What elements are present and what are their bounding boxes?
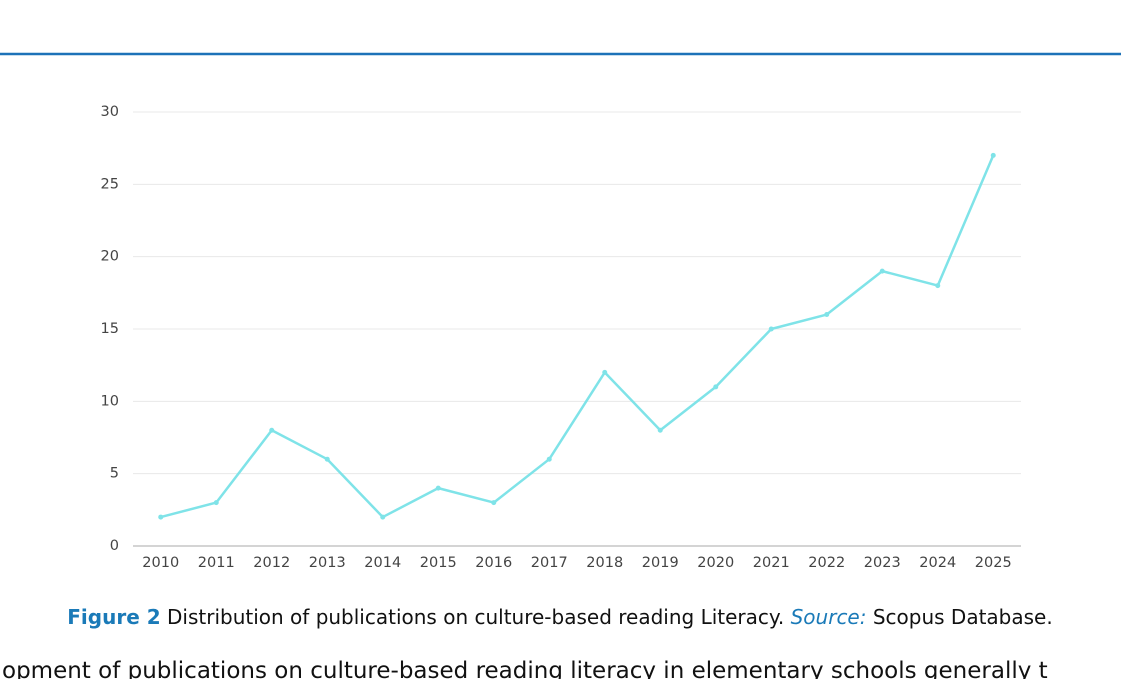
- x-tick-label: 2012: [253, 555, 290, 571]
- caption-label: Figure 2: [67, 605, 160, 629]
- x-tick-label: 2022: [808, 555, 845, 571]
- data-point: [602, 369, 608, 375]
- x-tick-label: 2010: [142, 555, 179, 571]
- data-point: [435, 485, 441, 491]
- x-tick-label: 2023: [864, 555, 901, 571]
- data-point: [546, 456, 552, 462]
- x-tick-label: 2020: [697, 555, 734, 571]
- caption-source-label: Source:: [791, 605, 867, 629]
- data-point: [491, 500, 497, 506]
- x-tick-label: 2016: [475, 555, 512, 571]
- x-tick-label: 2011: [198, 555, 235, 571]
- y-tick-label: 10: [101, 393, 119, 409]
- y-tick-label: 15: [101, 321, 119, 337]
- x-tick-label: 2013: [309, 555, 346, 571]
- data-point: [713, 384, 719, 390]
- y-tick-label: 30: [101, 104, 119, 120]
- x-tick-label: 2025: [975, 555, 1012, 571]
- data-point: [824, 312, 830, 318]
- caption-text: Distribution of publications on culture-…: [167, 605, 784, 629]
- caption-source: Scopus Database.: [873, 605, 1053, 629]
- x-tick-label: 2017: [531, 555, 568, 571]
- data-point: [768, 326, 774, 332]
- data-point: [380, 514, 386, 520]
- data-point: [213, 500, 219, 506]
- data-point: [324, 456, 330, 462]
- data-point: [158, 514, 164, 520]
- data-point: [935, 283, 941, 289]
- x-tick-label: 2015: [420, 555, 457, 571]
- data-line: [160, 154, 995, 519]
- body-text: opment of publications on culture-based …: [2, 658, 1048, 679]
- y-tick-label: 0: [110, 538, 119, 554]
- x-tick-label: 2019: [642, 555, 679, 571]
- data-point: [990, 152, 996, 158]
- x-tick-label: 2014: [364, 555, 401, 571]
- data-point: [269, 427, 275, 433]
- x-tick-label: 2021: [753, 555, 790, 571]
- y-tick-label: 20: [101, 249, 119, 265]
- data-point: [657, 427, 663, 433]
- x-tick-label: 2024: [919, 555, 956, 571]
- y-tick-label: 5: [110, 466, 119, 482]
- x-tick-label: 2018: [586, 555, 623, 571]
- data-point: [879, 268, 885, 274]
- figure-caption: Figure 2 Distribution of publications on…: [67, 605, 1052, 629]
- y-tick-label: 25: [101, 176, 119, 192]
